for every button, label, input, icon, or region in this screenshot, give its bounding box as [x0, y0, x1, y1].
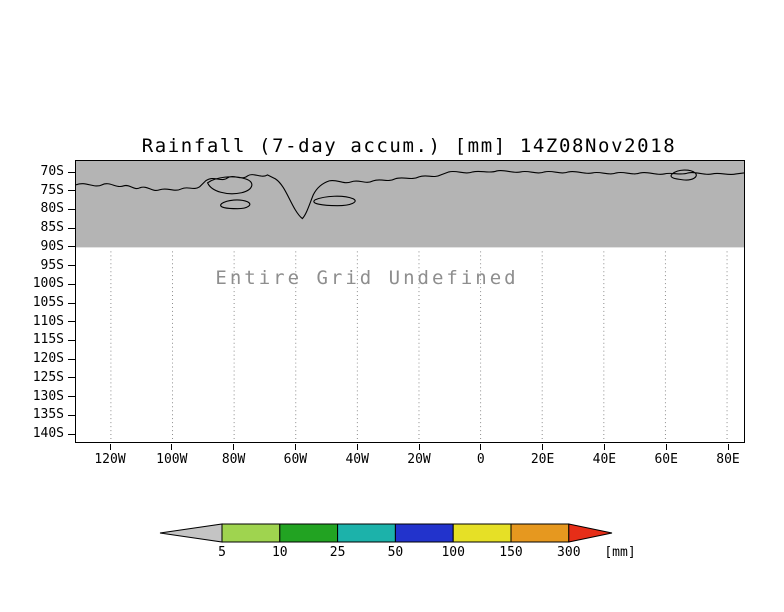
plot-area: Entire Grid Undefined — [75, 160, 745, 443]
y-tick-label: 80S — [40, 201, 64, 217]
y-tick — [68, 283, 75, 285]
x-tick-label: 20E — [530, 452, 555, 467]
map-svg — [76, 161, 744, 440]
y-tick-label: 75S — [40, 182, 64, 198]
y-tick-label: 105S — [32, 295, 64, 310]
undefined-message: Entire Grid Undefined — [215, 267, 519, 289]
x-tick — [233, 444, 235, 450]
y-tick-label: 140S — [32, 426, 64, 441]
y-tick — [68, 339, 75, 341]
y-tick — [68, 190, 75, 192]
colorbar-segment — [452, 523, 512, 543]
colorbar-segment — [279, 523, 339, 543]
x-tick-label: 60W — [283, 452, 308, 467]
y-tick — [68, 321, 75, 323]
x-tick — [603, 444, 605, 450]
x-tick-label: 120W — [94, 452, 126, 467]
y-tick — [68, 227, 75, 229]
y-tick-label: 95S — [40, 257, 64, 273]
x-tick-label: 80W — [221, 452, 246, 467]
coastline-antarctica — [76, 169, 744, 220]
colorbar-segment — [221, 523, 281, 543]
x-tick-label: 80E — [716, 452, 740, 467]
x-tick-label: 0 — [476, 452, 485, 467]
y-tick — [68, 358, 75, 360]
y-tick-label: 90S — [40, 238, 64, 254]
colorbar-segment — [510, 523, 570, 543]
y-tick — [68, 246, 75, 248]
y-tick — [68, 396, 75, 398]
y-tick — [68, 377, 75, 379]
colorbar-unit: [mm] — [604, 545, 636, 560]
x-tick-label: 40E — [592, 452, 617, 467]
y-tick-label: 100S — [32, 276, 64, 292]
plot-title: Rainfall (7-day accum.) [mm] 14Z08Nov201… — [141, 135, 677, 157]
y-tick-label: 85S — [40, 220, 64, 236]
y-tick — [68, 265, 75, 267]
y-tick-label: 115S — [32, 332, 64, 348]
y-tick — [68, 171, 75, 173]
x-tick — [171, 444, 173, 450]
y-tick-label: 120S — [32, 351, 64, 367]
colorbar-left-arrow — [159, 523, 223, 543]
colorbar — [159, 523, 613, 543]
x-tick — [727, 444, 729, 450]
y-tick-label: 110S — [32, 313, 64, 329]
y-tick — [68, 414, 75, 416]
x-tick — [109, 444, 111, 450]
colorbar-segment — [394, 523, 454, 543]
x-tick-label: 100W — [156, 452, 188, 467]
x-tick — [356, 444, 358, 450]
y-tick-label: 70S — [40, 164, 64, 179]
colorbar-right-arrow — [568, 523, 613, 543]
y-tick-label: 135S — [32, 407, 64, 423]
y-tick-label: 130S — [32, 388, 64, 404]
x-tick-label: 40W — [345, 452, 369, 467]
x-tick — [294, 444, 296, 450]
x-tick-label: 60E — [654, 452, 678, 467]
valid-region-shading — [76, 161, 744, 248]
y-tick — [68, 302, 75, 304]
x-tick — [480, 444, 482, 450]
x-tick — [542, 444, 544, 450]
x-tick — [665, 444, 667, 450]
colorbar-segment — [337, 523, 396, 543]
y-tick — [68, 208, 75, 210]
x-tick — [418, 444, 420, 450]
y-tick-label: 125S — [32, 369, 64, 385]
y-tick — [68, 433, 75, 435]
x-tick-label: 20W — [407, 452, 431, 467]
